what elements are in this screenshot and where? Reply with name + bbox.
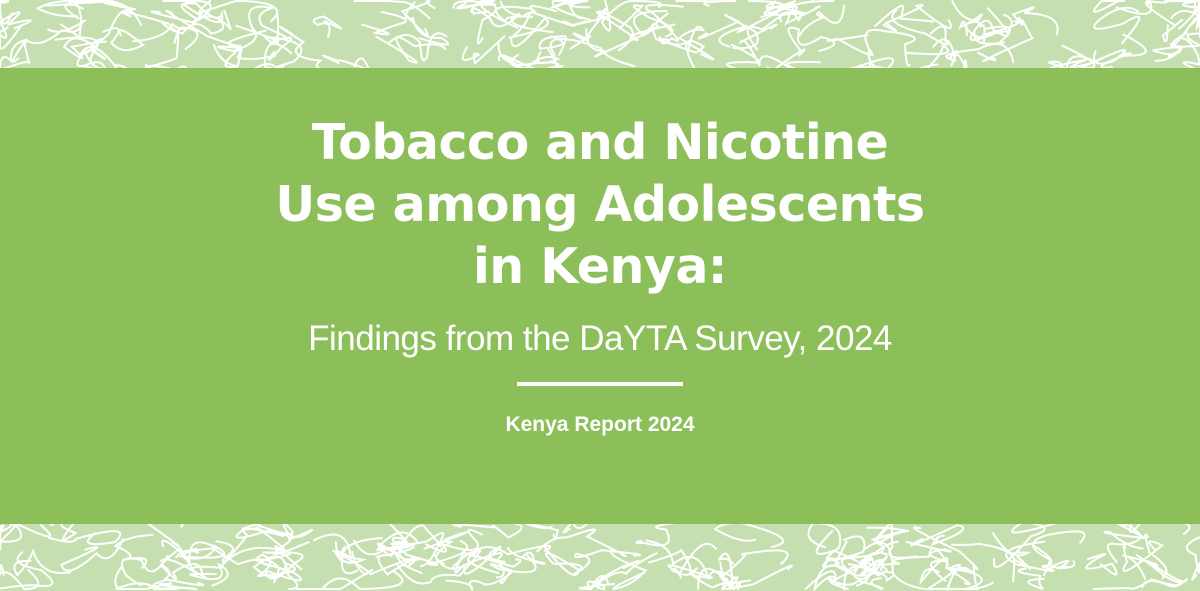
report-label: Kenya Report 2024 [505, 413, 695, 436]
title-line-1: Tobacco and Nicotine [311, 114, 889, 171]
report-subtitle: Findings from the DaYTA Survey, 2024 [308, 319, 892, 358]
divider [517, 382, 683, 386]
title-band: Tobacco and Nicotine Use among Adolescen… [0, 68, 1200, 524]
title-line-2: Use among Adolescents [275, 176, 925, 233]
report-title: Tobacco and Nicotine Use among Adolescen… [0, 112, 1200, 298]
title-line-3: in Kenya: [472, 238, 728, 295]
